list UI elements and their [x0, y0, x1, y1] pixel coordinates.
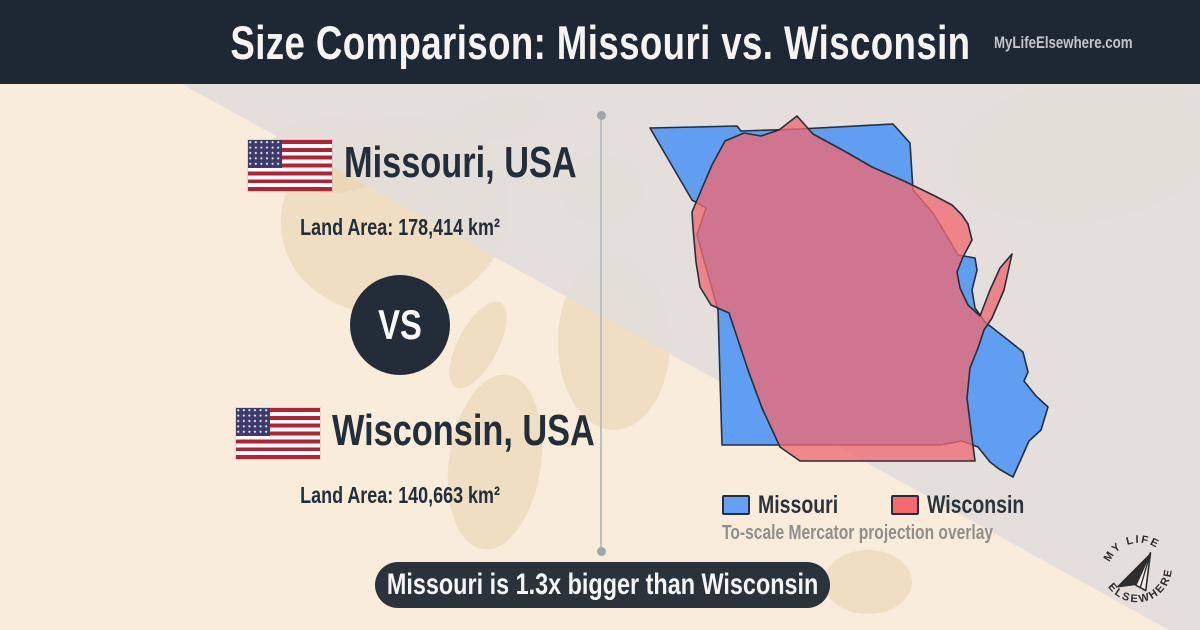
flag-canton [236, 408, 270, 436]
state-name-missouri: Missouri, USA [344, 138, 577, 187]
legend-label: Missouri [758, 491, 839, 519]
wisconsin-shape [691, 115, 1013, 462]
map-legend: Missouri Wisconsin [722, 491, 1052, 519]
flag-canton [248, 140, 282, 168]
legend-item-wisconsin: Wisconsin [890, 491, 1052, 519]
us-flag-icon [236, 408, 320, 459]
us-flag-icon [248, 140, 332, 191]
missouri-swatch-icon [722, 495, 750, 515]
legend-item-missouri: Missouri [722, 491, 861, 519]
land-area-missouri: Land Area: 178,414 km² [300, 214, 500, 240]
page-title: Size Comparison: Missouri vs. Wisconsin [229, 15, 971, 69]
site-label[interactable]: MyLifeElsewhere.com [994, 33, 1133, 52]
divider-line [600, 119, 602, 549]
land-area-wisconsin: Land Area: 140,663 km² [300, 482, 500, 508]
vs-badge: VS [350, 275, 450, 375]
header-bar: Size Comparison: Missouri vs. Wisconsin … [0, 0, 1200, 84]
divider-dot-bottom [596, 547, 606, 556]
divider-dot-top [596, 111, 606, 120]
map-caption: To-scale Mercator projection overlay [722, 522, 994, 544]
summary-banner: Missouri is 1.3x bigger than Wisconsin [375, 562, 830, 608]
legend-label: Wisconsin [926, 491, 1025, 519]
state-name-wisconsin: Wisconsin, USA [332, 406, 595, 455]
brand-stamp: MY LIFE ELSEWHERE [1098, 527, 1183, 614]
wisconsin-swatch-icon [890, 495, 919, 515]
stamp-top-text: MY LIFE [1098, 527, 1165, 566]
